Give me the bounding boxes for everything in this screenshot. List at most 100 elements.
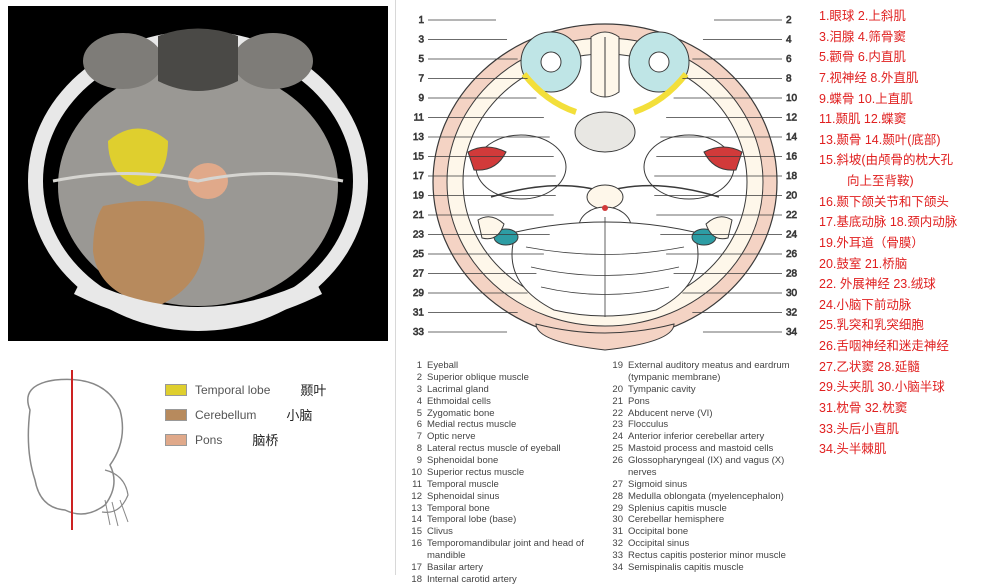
- chinese-label-line: 29.头夹肌 30.小脑半球: [819, 377, 983, 398]
- label-text: Semispinalis capitis muscle: [628, 562, 744, 574]
- label-text: Occipital sinus: [628, 538, 689, 550]
- chinese-label-line: 5.颧骨 6.内直肌: [819, 47, 983, 68]
- english-label-row: 17Basilar artery: [404, 562, 599, 574]
- english-label-row: 26Glossopharyngeal (IX) and vagus (X) ne…: [605, 455, 800, 479]
- english-label-row: 21Pons: [605, 396, 800, 408]
- english-label-row: 3Lacrimal gland: [404, 384, 599, 396]
- chinese-label-line: 9.蝶骨 10.上直肌: [819, 89, 983, 110]
- label-index: 25: [605, 443, 623, 455]
- ct-svg: [8, 6, 388, 341]
- english-label-row: 27Sigmoid sinus: [605, 479, 800, 491]
- label-index: 33: [605, 550, 623, 562]
- label-index: 23: [605, 419, 623, 431]
- label-index: 15: [404, 526, 422, 538]
- label-text: Internal carotid artery: [427, 574, 517, 586]
- legend-cn: 脑桥: [252, 430, 278, 449]
- label-index: 29: [605, 503, 623, 515]
- english-col-2: 19External auditory meatus and eardrum (…: [605, 360, 806, 586]
- english-label-row: 20Tympanic cavity: [605, 384, 800, 396]
- svg-text:24: 24: [786, 230, 798, 241]
- swatch-pons: [165, 434, 187, 446]
- english-label-row: 14Temporal lobe (base): [404, 514, 599, 526]
- label-text: Medial rectus muscle: [427, 419, 516, 431]
- svg-text:15: 15: [413, 152, 425, 163]
- chinese-label-line: 15.斜坡(由颅骨的枕大孔: [819, 150, 983, 171]
- svg-text:1: 1: [418, 15, 424, 26]
- label-text: Tympanic cavity: [628, 384, 696, 396]
- english-label-row: 15 Clivus: [404, 526, 599, 538]
- english-label-row: 8 Lateral rectus muscle of eyeball: [404, 443, 599, 455]
- label-text: Mastoid process and mastoid cells: [628, 443, 773, 455]
- legend: Temporal lobe 颞叶 Cerebellum 小脑 Pons 脑桥: [165, 380, 326, 455]
- english-label-row: 19External auditory meatus and eardrum (…: [605, 360, 800, 384]
- chinese-label-line: 19.外耳道（骨膜）: [819, 233, 983, 254]
- svg-text:34: 34: [786, 327, 798, 338]
- label-text: Lateral rectus muscle of eyeball: [427, 443, 561, 455]
- english-label-row: 1Eyeball: [404, 360, 599, 372]
- svg-text:19: 19: [413, 191, 425, 202]
- english-label-row: 31 Occipital bone: [605, 526, 800, 538]
- english-label-row: 10Superior rectus muscle: [404, 467, 599, 479]
- svg-text:27: 27: [413, 269, 425, 280]
- svg-text:25: 25: [413, 249, 425, 260]
- svg-text:10: 10: [786, 93, 798, 104]
- svg-text:8: 8: [786, 74, 792, 85]
- svg-text:14: 14: [786, 132, 798, 143]
- label-text: Flocculus: [628, 419, 668, 431]
- chinese-label-panel: 1.眼球 2.上斜肌3.泪腺 4.筛骨窦5.颧骨 6.内直肌7.视神经 8.外直…: [813, 0, 987, 575]
- svg-text:17: 17: [413, 171, 425, 182]
- label-index: 7: [404, 431, 422, 443]
- label-index: 30: [605, 514, 623, 526]
- label-text: Medulla oblongata (myelencephalon): [628, 491, 784, 503]
- label-index: 8: [404, 443, 422, 455]
- svg-text:11: 11: [414, 113, 425, 124]
- legend-cn: 小脑: [286, 405, 312, 424]
- svg-text:30: 30: [786, 288, 798, 299]
- label-text: Rectus capitis posterior minor muscle: [628, 550, 786, 562]
- legend-en: Temporal lobe: [195, 383, 270, 397]
- label-text: Clivus: [427, 526, 453, 538]
- swatch-temporal: [165, 384, 187, 396]
- label-text: Anterior inferior cerebellar artery: [628, 431, 764, 443]
- english-label-row: 11Temporal muscle: [404, 479, 599, 491]
- svg-text:21: 21: [413, 210, 425, 221]
- label-text: Superior rectus muscle: [427, 467, 524, 479]
- label-index: 21: [605, 396, 623, 408]
- svg-text:26: 26: [786, 249, 798, 260]
- chinese-label-line: 20.鼓室 21.桥脑: [819, 254, 983, 275]
- label-index: 3: [404, 384, 422, 396]
- chinese-label-line: 34.头半棘肌: [819, 439, 983, 460]
- label-index: 5: [404, 408, 422, 420]
- label-index: 26: [605, 455, 623, 479]
- english-label-row: 24Anterior inferior cerebellar artery: [605, 431, 800, 443]
- chinese-label-line: 22. 外展神经 23.绒球: [819, 274, 983, 295]
- english-label-row: 34 Semispinalis capitis muscle: [605, 562, 800, 574]
- svg-text:3: 3: [418, 35, 424, 46]
- label-index: 11: [404, 479, 422, 491]
- english-label-row: 32Occipital sinus: [605, 538, 800, 550]
- svg-text:6: 6: [786, 54, 792, 65]
- label-index: 34: [605, 562, 623, 574]
- svg-text:22: 22: [786, 210, 798, 221]
- english-label-row: 22Abducent nerve (VI): [605, 408, 800, 420]
- english-label-row: 33 Rectus capitis posterior minor muscle: [605, 550, 800, 562]
- english-label-row: 18Internal carotid artery: [404, 574, 599, 586]
- label-index: 28: [605, 491, 623, 503]
- legend-en: Pons: [195, 433, 222, 447]
- english-label-row: 2Superior oblique muscle: [404, 372, 599, 384]
- english-label-row: 13Temporal bone: [404, 503, 599, 515]
- label-text: Zygomatic bone: [427, 408, 495, 420]
- english-label-row: 4Ethmoidal cells: [404, 396, 599, 408]
- label-text: Superior oblique muscle: [427, 372, 529, 384]
- svg-text:31: 31: [413, 308, 425, 319]
- svg-text:12: 12: [786, 113, 798, 124]
- legend-cn: 颞叶: [300, 380, 326, 399]
- label-text: Basilar artery: [427, 562, 483, 574]
- english-label-row: 29Splenius capitis muscle: [605, 503, 800, 515]
- english-label-row: 7Optic nerve: [404, 431, 599, 443]
- chinese-label-line: 1.眼球 2.上斜肌: [819, 6, 983, 27]
- label-text: Occipital bone: [628, 526, 688, 538]
- english-label-row: 16Temporomandibular joint and head of ma…: [404, 538, 599, 562]
- label-index: 31: [605, 526, 623, 538]
- label-text: Temporomandibular joint and head of mand…: [427, 538, 599, 562]
